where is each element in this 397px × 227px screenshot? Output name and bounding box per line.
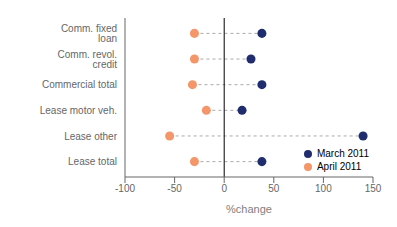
svg-text:Lease total: Lease total — [68, 156, 117, 167]
svg-text:-50: -50 — [167, 183, 182, 194]
svg-text:0: 0 — [221, 183, 227, 194]
svg-text:Comm. revol.credit: Comm. revol.credit — [58, 49, 118, 70]
svg-text:Comm. fixedloan: Comm. fixedloan — [61, 23, 117, 44]
html-text:April 2011: April 2011 — [316, 161, 362, 172]
svg-text:100: 100 — [315, 183, 332, 194]
svg-text:Lease other: Lease other — [64, 131, 117, 142]
html-text:March 2011: March 2011 — [316, 148, 369, 159]
svg-text:-100: -100 — [115, 183, 135, 194]
svg-text:Lease motor veh.: Lease motor veh. — [40, 105, 117, 116]
svg-text:%change: %change — [226, 203, 272, 215]
svg-text:150: 150 — [365, 183, 382, 194]
svg-text:50: 50 — [268, 183, 280, 194]
svg-text:Commercial total: Commercial total — [42, 79, 117, 90]
